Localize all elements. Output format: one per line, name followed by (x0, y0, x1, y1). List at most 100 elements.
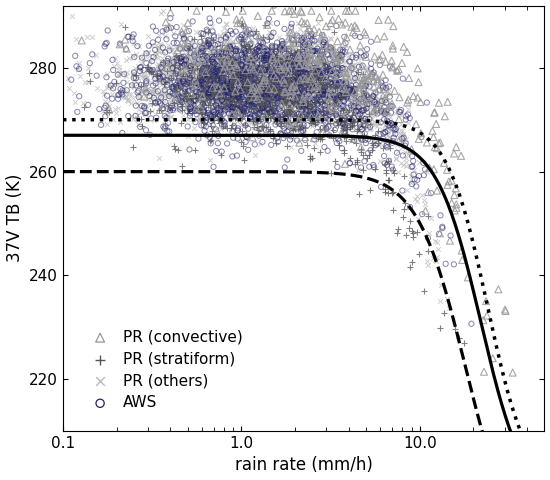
Point (182, 77, 191, 85)
Point (202, 42, 211, 49)
Point (292, 60, 300, 68)
Point (103, 27, 112, 35)
Point (319, 79, 328, 86)
Point (244, 36, 253, 44)
Point (295, 58, 304, 66)
Point (284, 45, 293, 53)
Point (378, 99, 387, 107)
Point (162, 114, 171, 121)
Point (111, 54, 119, 61)
Point (397, 135, 406, 143)
Point (189, 51, 198, 59)
Point (241, 63, 250, 71)
Point (232, 99, 240, 107)
Point (383, 87, 392, 95)
Point (197, 84, 206, 92)
Point (405, 114, 414, 122)
Point (300, 58, 309, 66)
Point (334, 93, 343, 101)
Point (199, 108, 208, 116)
Point (240, 49, 249, 57)
Point (300, 70, 309, 78)
Point (323, 50, 332, 58)
Point (207, 86, 216, 94)
Point (292, 102, 300, 109)
Point (249, 58, 257, 65)
Point (216, 96, 225, 103)
Point (256, 101, 265, 108)
Point (125, 90, 134, 98)
Point (398, 135, 406, 143)
Point (231, 48, 240, 55)
Point (152, 50, 161, 58)
Point (267, 70, 276, 78)
Point (253, 79, 262, 86)
Point (102, 73, 111, 81)
Point (238, 39, 247, 47)
Point (328, 61, 337, 69)
Point (227, 96, 235, 103)
Point (179, 72, 188, 80)
Point (345, 77, 354, 84)
Point (147, 68, 156, 75)
Point (136, 108, 145, 116)
Point (271, 72, 280, 80)
Point (244, 47, 253, 55)
Point (116, 40, 124, 48)
Point (146, 88, 155, 96)
Point (289, 58, 298, 65)
Point (389, 134, 398, 142)
Point (214, 119, 223, 127)
Point (292, 112, 301, 120)
Point (296, 74, 305, 82)
Point (305, 94, 314, 102)
Point (312, 65, 321, 73)
Point (280, 91, 289, 98)
Point (213, 76, 222, 84)
Point (333, 46, 342, 54)
Point (181, 92, 190, 99)
Point (282, 96, 291, 104)
Point (315, 91, 324, 98)
Point (371, 101, 380, 108)
Point (225, 103, 234, 111)
Point (272, 88, 281, 96)
Point (235, 98, 244, 106)
Point (347, 123, 356, 131)
Point (272, 83, 281, 90)
Point (142, 49, 151, 57)
Point (218, 78, 227, 86)
Point (179, 71, 188, 78)
Point (343, 93, 352, 101)
Point (205, 87, 213, 95)
Point (250, 83, 258, 90)
Point (267, 85, 276, 93)
Point (266, 42, 275, 49)
Point (399, 213, 408, 221)
Point (256, 89, 265, 96)
Point (214, 48, 223, 56)
Point (361, 82, 370, 90)
Point (218, 70, 227, 77)
Point (332, 100, 340, 108)
Point (298, 86, 306, 94)
Point (247, 63, 256, 71)
Point (268, 65, 277, 72)
Point (251, 107, 260, 114)
Point (230, 108, 239, 116)
Point (206, 112, 214, 120)
Point (169, 85, 178, 93)
Point (214, 88, 223, 96)
Point (279, 93, 288, 101)
Point (164, 23, 173, 31)
Point (231, 66, 240, 74)
Point (256, 62, 265, 70)
Point (288, 98, 297, 106)
Point (283, 61, 292, 69)
Point (370, 69, 378, 76)
Point (179, 111, 188, 119)
Point (232, 75, 240, 83)
Point (278, 50, 287, 58)
Point (226, 68, 234, 75)
Point (320, 125, 329, 132)
